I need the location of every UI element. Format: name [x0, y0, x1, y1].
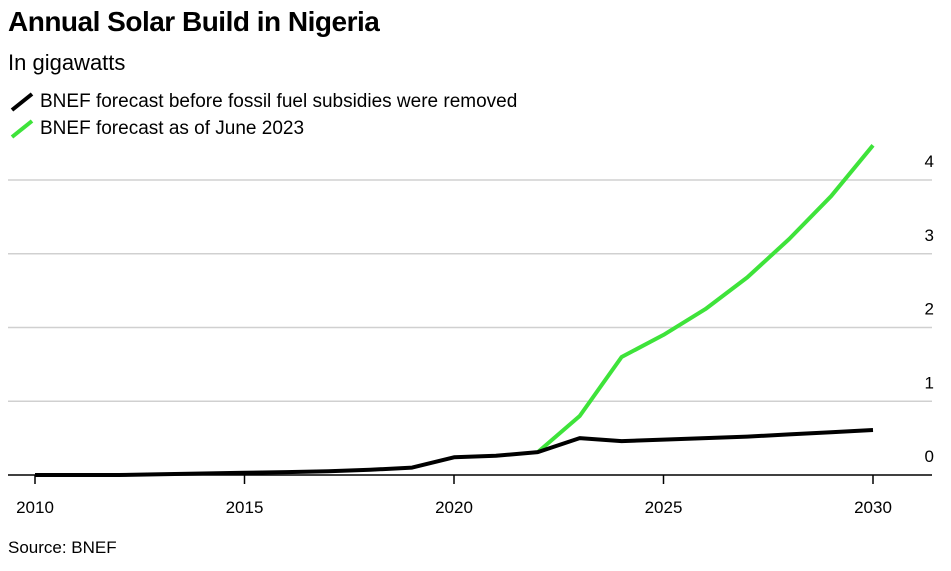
series-line-1	[536, 144, 875, 454]
x-tick-label-2015: 2015	[226, 498, 264, 517]
legend-item-june-2023: BNEF forecast as of June 2023	[10, 115, 517, 142]
series-lines	[35, 144, 875, 477]
y-tick-label-3: 3	[925, 226, 934, 245]
chart-title: Annual Solar Build in Nigeria	[8, 6, 380, 37]
x-tick-label-2010: 2010	[16, 498, 54, 517]
y-tick-label-2: 2	[925, 300, 934, 319]
series-line-0	[35, 428, 874, 477]
gridlines	[8, 179, 932, 402]
x-axis: 2010 2015 2020 2025 2030	[8, 474, 932, 517]
y-tick-label-1: 1	[925, 373, 934, 392]
legend-label-before-subsidies: BNEF forecast before fossil fuel subsidi…	[40, 90, 518, 112]
legend-swatch-black-line-icon	[10, 91, 34, 112]
legend-item-before-subsidies: BNEF forecast before fossil fuel subsidi…	[10, 88, 517, 115]
legend-label-june-2023: BNEF forecast as of June 2023	[40, 117, 305, 139]
legend-swatch-green-line-icon	[10, 118, 34, 139]
chart-subtitle: In gigawatts	[8, 50, 126, 75]
x-tick-label-2025: 2025	[645, 498, 683, 517]
x-tick-label-2030: 2030	[854, 498, 892, 517]
source-note: Source: BNEF	[8, 538, 117, 557]
x-tick-label-2020: 2020	[435, 498, 473, 517]
legend: BNEF forecast before fossil fuel subsidi…	[10, 88, 517, 142]
y-tick-label-0: 0	[925, 447, 934, 466]
y-tick-label-4: 4	[925, 152, 934, 171]
y-axis-ticks: 0 1 2 3 4	[925, 152, 934, 466]
